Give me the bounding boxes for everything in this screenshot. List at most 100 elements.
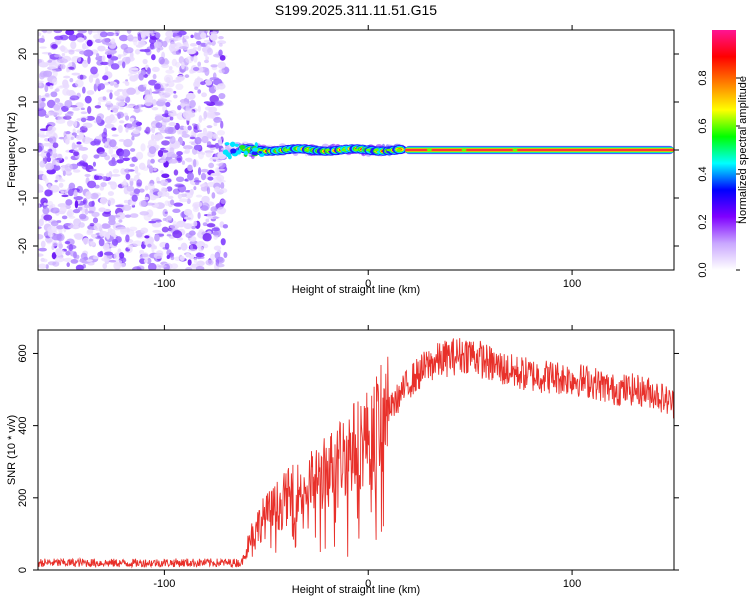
noise-cell: [184, 35, 190, 40]
noise-cell: [109, 92, 113, 100]
noise-cell: [129, 213, 139, 218]
noise-cell: [65, 131, 71, 135]
noise-cell: [39, 160, 46, 168]
noise-cell: [147, 159, 151, 168]
noise-cell: [129, 75, 138, 82]
noise-cell: [132, 266, 142, 270]
noise-cell: [38, 253, 44, 257]
noise-cell: [38, 62, 49, 68]
noise-cell: [51, 43, 58, 49]
noise-cell: [192, 201, 203, 208]
noise-cell: [42, 30, 47, 34]
noise-cell: [97, 45, 106, 52]
noise-cell: [54, 35, 64, 41]
noise-cell: [111, 134, 119, 137]
noise-cell: [67, 120, 75, 125]
noise-cell: [195, 182, 200, 185]
noise-cell: [200, 32, 207, 40]
noise-cell: [38, 80, 44, 84]
noise-cell: [74, 200, 79, 209]
noise-cell: [38, 170, 44, 175]
noise-cell: [145, 126, 151, 135]
noise-cell: [148, 220, 157, 224]
noise-cell: [72, 107, 80, 111]
noise-cell: [205, 259, 214, 266]
band-layer: [404, 149, 674, 151]
noise-cell: [58, 182, 64, 188]
noise-cell: [70, 136, 74, 140]
noise-cell: [147, 183, 155, 191]
noise-cell: [84, 208, 89, 215]
noise-cell: [73, 233, 83, 238]
noise-cell: [132, 240, 143, 247]
noise-cell: [87, 180, 97, 189]
noise-cell: [64, 163, 73, 172]
noise-cell: [220, 199, 227, 205]
noise-cell: [89, 255, 94, 260]
noise-cell: [154, 136, 161, 142]
noise-cell: [210, 136, 220, 140]
noise-cell: [126, 87, 137, 95]
noise-cell: [206, 47, 214, 56]
noise-cell: [129, 163, 135, 168]
noise-cell: [203, 59, 209, 64]
noise-cell: [56, 225, 65, 230]
noise-cell: [90, 241, 96, 246]
signal-speck: [230, 148, 237, 154]
noise-cell: [107, 227, 113, 234]
noise-cell: [200, 172, 207, 181]
noise-cell: [58, 58, 68, 64]
noise-cell: [57, 177, 63, 181]
noise-cell: [209, 253, 216, 261]
noise-cell: [121, 181, 128, 187]
noise-cell: [104, 51, 113, 56]
noise-cell: [149, 189, 154, 197]
noise-cell: [115, 212, 126, 220]
noise-cell: [116, 111, 125, 119]
noise-cell: [75, 134, 84, 140]
noise-cell: [111, 127, 117, 131]
noise-cell: [161, 226, 169, 233]
noise-cell: [183, 126, 187, 130]
noise-cell: [194, 86, 199, 91]
noise-cell: [98, 151, 108, 157]
noise-cell: [222, 224, 229, 229]
noise-cell: [63, 135, 70, 144]
noise-cell: [102, 176, 107, 181]
noise-cell: [184, 74, 190, 78]
noise-cell: [93, 223, 103, 231]
noise-cell: [147, 243, 152, 248]
noise-cell: [63, 75, 71, 79]
snr-x-tick-label: 100: [563, 578, 581, 590]
noise-cell: [180, 61, 185, 70]
noise-cell: [140, 30, 149, 38]
noise-cell: [112, 168, 120, 174]
noise-cell: [212, 216, 219, 220]
noise-cell: [108, 219, 116, 226]
colorbar: 0.0 0.2 0.4 0.6 0.8 Normalized spectral ampl…: [697, 30, 749, 278]
noise-cell: [164, 200, 170, 206]
noise-cell: [79, 50, 87, 55]
noise-cell: [46, 152, 51, 158]
noise-cell: [170, 114, 175, 117]
noise-cell: [51, 233, 62, 241]
noise-cell: [87, 30, 93, 35]
noise-cell: [210, 172, 219, 177]
noise-cell: [139, 249, 145, 255]
noise-cell: [38, 203, 41, 208]
noise-cell: [168, 121, 177, 127]
noise-cell: [51, 244, 55, 250]
noise-cell: [98, 238, 105, 247]
noise-cell: [50, 207, 60, 214]
spectrogram-y-tick-label: 0: [17, 147, 29, 153]
noise-cell: [193, 159, 197, 168]
noise-cell: [109, 89, 113, 93]
noise-cell: [84, 173, 91, 177]
noise-cell: [108, 147, 114, 155]
noise-cell: [55, 159, 60, 167]
colorbar-tick-label: 0.8: [697, 70, 709, 85]
noise-cell: [63, 257, 73, 263]
noise-cell: [202, 233, 212, 242]
noise-cell: [200, 185, 209, 192]
noise-cell: [64, 223, 71, 226]
